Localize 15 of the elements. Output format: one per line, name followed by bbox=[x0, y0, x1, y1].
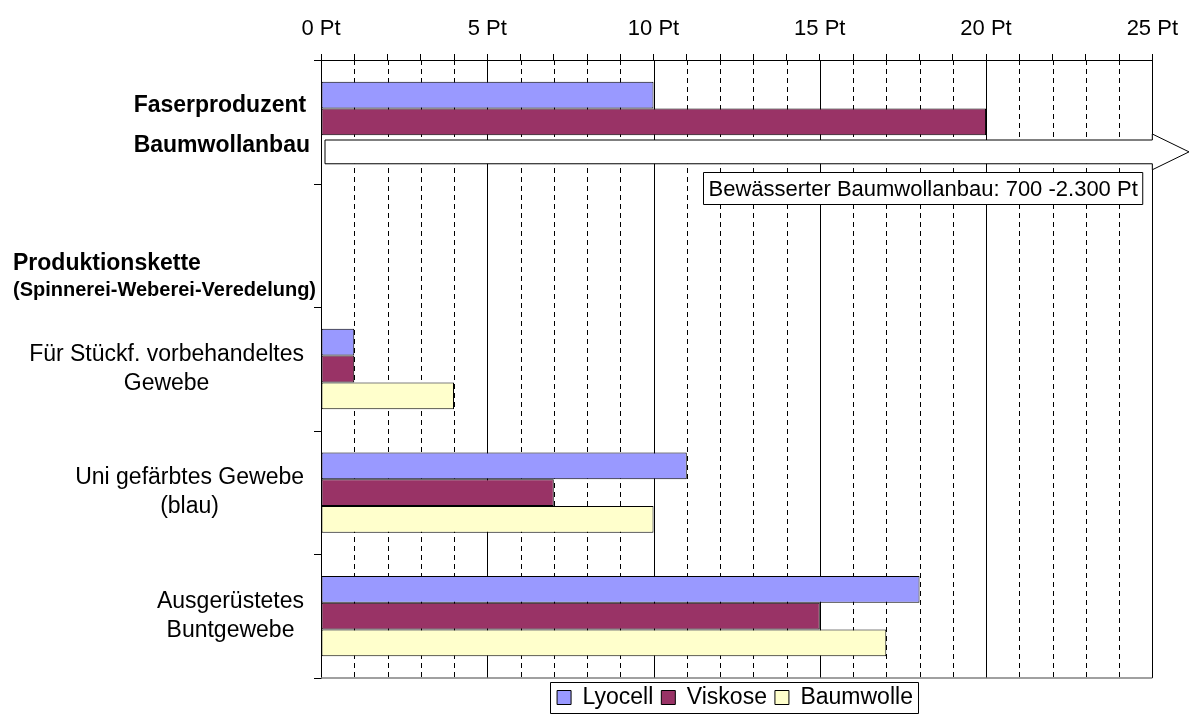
y-tick-label: Ausgerüstetes Buntgewebe bbox=[156, 587, 304, 643]
legend-label: Viskose bbox=[686, 682, 767, 709]
x-tick-label: 15 Pt bbox=[794, 14, 846, 40]
y-tick-label: Uni gefärbtes Gewebe (blau) bbox=[75, 463, 304, 519]
x-tick-label: 5 Pt bbox=[467, 14, 507, 40]
x-tick-label: 0 Pt bbox=[301, 14, 341, 40]
y-tick-label: Produktionskette (Spinnerei-Weberei-Veredelung) bbox=[13, 248, 317, 300]
x-tick-label: 10 Pt bbox=[627, 14, 680, 40]
annotation: Bewässerter Baumwollanbau: 700 -2.300 Pt bbox=[708, 175, 1138, 201]
y-tick-label: Für Stückf. vorbehandeltes Gewebe bbox=[29, 339, 304, 395]
y-tick-label: Faserproduzent Baumwollanbau bbox=[133, 91, 311, 158]
legend-label: Baumwolle bbox=[800, 682, 913, 709]
x-tick-label: 25 Pt bbox=[1126, 14, 1178, 40]
legend-label: Lyocell bbox=[582, 682, 654, 709]
x-tick-label: 20 Pt bbox=[960, 14, 1012, 40]
